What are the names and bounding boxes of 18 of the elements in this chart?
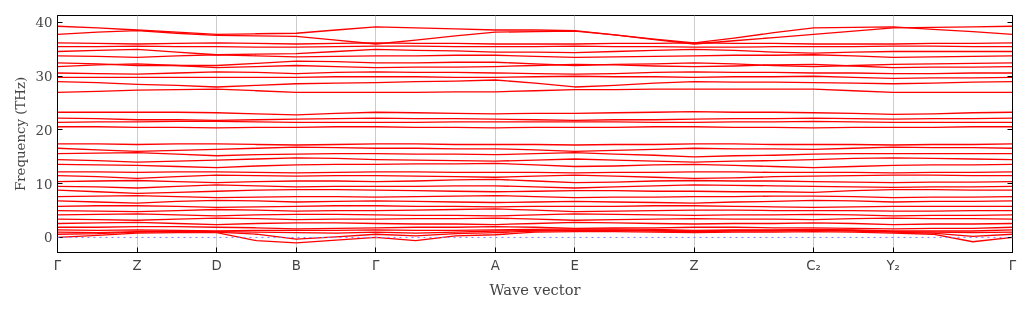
- x-tick-label: Γ: [1008, 257, 1017, 273]
- x-tick-label: Γ: [372, 257, 381, 273]
- y-tick-label: 0: [44, 230, 53, 246]
- x-tick-label: A: [490, 257, 500, 273]
- y-tick-label: 40: [35, 15, 53, 31]
- x-axis-title: Wave vector: [489, 280, 581, 298]
- y-axis-title: Frequency (THz): [12, 76, 28, 192]
- x-tick-label: Z: [132, 257, 142, 273]
- x-tick-label: D: [211, 257, 222, 273]
- y-tick-label: 30: [35, 69, 53, 85]
- x-tick-label: Γ: [53, 257, 62, 273]
- x-tick-label: E: [570, 257, 579, 273]
- x-tick-label: Y₂: [885, 257, 900, 273]
- x-tick-label: C₂: [806, 257, 821, 273]
- y-tick-label: 10: [35, 176, 53, 192]
- x-tick-label: B: [291, 257, 301, 273]
- x-tick-label: Z: [689, 257, 699, 273]
- y-tick-label: 20: [35, 122, 53, 138]
